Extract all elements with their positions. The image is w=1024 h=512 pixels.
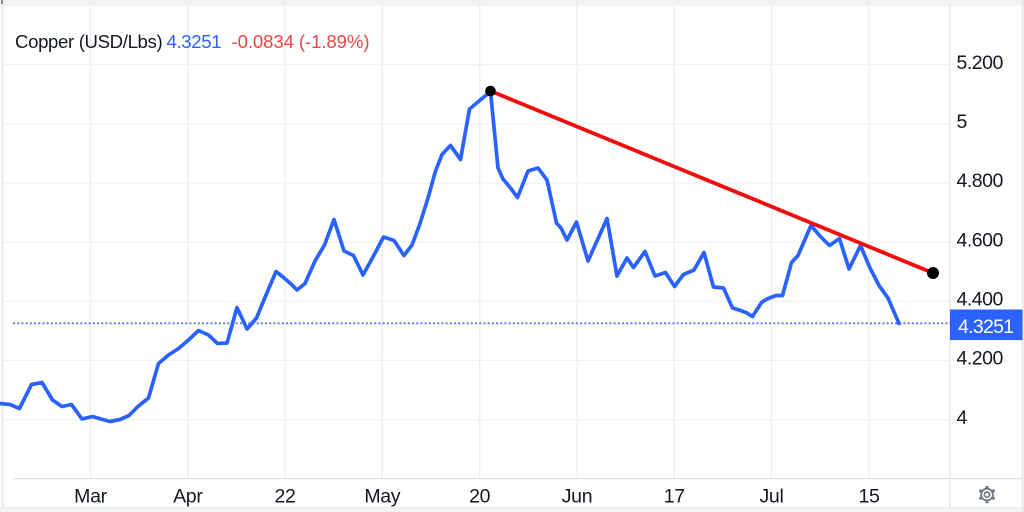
svg-text:5: 5 [957, 111, 968, 133]
svg-text:22: 22 [274, 485, 295, 507]
svg-text:20: 20 [469, 485, 491, 507]
svg-text:17: 17 [664, 485, 685, 507]
svg-text:4.200: 4.200 [957, 348, 1004, 370]
svg-text:Mar: Mar [74, 485, 107, 507]
svg-text:Jul: Jul [759, 485, 783, 507]
svg-text:4.600: 4.600 [957, 229, 1004, 251]
svg-text:Copper (USD/Lbs)4.3251-0.0834: Copper (USD/Lbs) 4.3251 -0.0834 (-1.89%) [15, 31, 369, 52]
svg-text:4.3251: 4.3251 [958, 316, 1013, 338]
svg-text:15: 15 [858, 485, 880, 507]
svg-text:Jun: Jun [562, 485, 593, 507]
svg-text:4.400: 4.400 [957, 288, 1004, 310]
svg-text:Apr: Apr [173, 485, 203, 507]
svg-text:4.800: 4.800 [957, 170, 1004, 192]
svg-text:5.200: 5.200 [957, 52, 1004, 74]
svg-text:May: May [364, 485, 400, 507]
svg-text:4: 4 [957, 407, 968, 429]
